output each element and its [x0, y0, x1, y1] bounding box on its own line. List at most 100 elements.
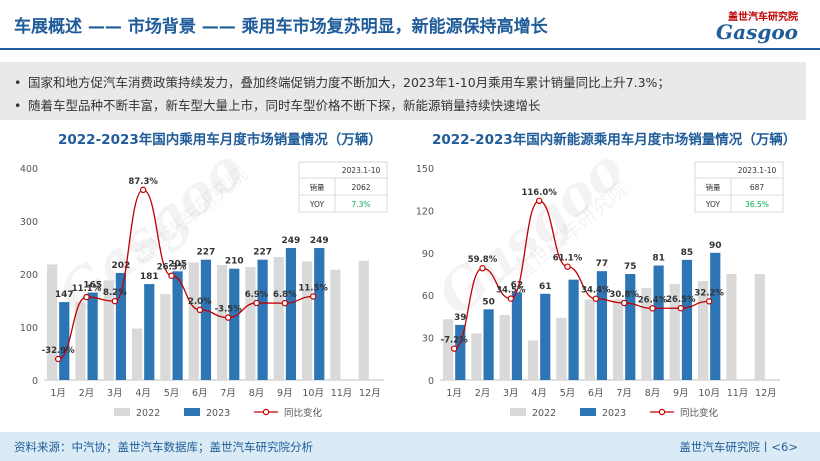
- x-tick-label: 5月: [164, 388, 180, 399]
- page-title: 车展概述 —— 市场背景 —— 乘用车市场复苏明显，新能源保持高增长: [14, 17, 548, 37]
- bar-2023: [483, 309, 494, 380]
- bar-2023: [540, 293, 551, 380]
- bar-2023-value-label: 147: [55, 290, 74, 300]
- x-tick-label: 2月: [79, 388, 95, 399]
- page-number: 盖世汽车研究院丨<6>: [679, 440, 798, 454]
- summary-table: [694, 161, 784, 213]
- yoy-value-label: 34.5%: [496, 286, 526, 296]
- logo-en-text: Gasgoo: [716, 20, 798, 44]
- yoy-value-label: 11.1%: [72, 284, 102, 294]
- bar-2023: [87, 292, 98, 380]
- bar-2023: [568, 279, 579, 380]
- y-tick-label: 400: [20, 164, 38, 175]
- y-tick-label: 150: [416, 164, 434, 175]
- legend-marker-yoy: [262, 408, 270, 416]
- yoy-point: [479, 265, 486, 272]
- bar-2022: [754, 274, 765, 380]
- summary-row-value: 2062: [351, 183, 370, 192]
- bar-2023: [229, 268, 240, 380]
- bar-2023-value-label: 227: [197, 248, 216, 258]
- bar-2022: [46, 264, 58, 380]
- yoy-point: [592, 295, 600, 302]
- legend-label-yoy: 同比变化: [284, 407, 323, 419]
- bar-2023: [314, 248, 325, 380]
- bar-2023-value-label: 227: [253, 248, 272, 258]
- x-tick-label: 11月: [727, 388, 749, 399]
- legend-swatch-2023: [184, 408, 200, 416]
- yoy-value-label: 26.3%: [157, 263, 187, 273]
- x-tick-label: 3月: [503, 388, 519, 399]
- bar-2022: [641, 288, 652, 380]
- bar-2022: [726, 274, 737, 380]
- legend-label-yoy: 同比变化: [680, 407, 719, 419]
- chart-nev-monthly-sales: 0 30 60 90 120 150 1月 39 2月 50 3月 62 4月 61 5月 6月 77 7月 75 8…: [416, 161, 784, 419]
- summary-row-value: 7.3%: [351, 200, 370, 209]
- yoy-value-label: 30.8%: [609, 290, 639, 300]
- brand-logo: 盖世汽车研究院 Gasgoo: [698, 6, 798, 46]
- yoy-point: [564, 263, 571, 270]
- bullet-item: • 国家和地方促汽车消费政策持续发力，叠加终端促销力度不断加大，2023年1-10…: [14, 75, 670, 90]
- bar-2023-value-label: 77: [596, 259, 609, 269]
- bar-2022: [556, 317, 567, 380]
- yoy-point: [705, 298, 713, 305]
- yoy-value-label: 34.4%: [581, 286, 611, 296]
- legend-label-2023: 2023: [602, 408, 626, 419]
- yoy-value-label: 26.5%: [666, 295, 696, 305]
- bar-2022: [75, 301, 86, 380]
- x-tick-label: 8月: [249, 388, 265, 399]
- bar-2023-value-label: 202: [112, 261, 131, 271]
- yoy-value-label: -32.9%: [42, 346, 75, 356]
- yoy-point: [168, 272, 175, 279]
- summary-row-value: 687: [750, 183, 765, 192]
- yoy-value-label: 6.9%: [245, 290, 269, 300]
- x-tick-label: 4月: [531, 388, 547, 399]
- bar-2023-value-label: 90: [709, 241, 722, 251]
- yoy-value-label: 32.2%: [694, 288, 724, 298]
- x-tick-label: 5月: [560, 388, 576, 399]
- bar-2022: [358, 260, 369, 380]
- yoy-value-label: 6.8%: [273, 290, 297, 300]
- x-tick-label: 10月: [698, 388, 720, 399]
- bar-2023-value-label: 39: [454, 313, 467, 323]
- bar-2022: [527, 340, 539, 380]
- bar-2022: [131, 328, 143, 380]
- yoy-point: [620, 299, 628, 307]
- y-tick-label: 30: [422, 334, 434, 345]
- x-tick-label: 1月: [446, 388, 462, 399]
- bullet-text: 国家和地方促汽车消费政策持续发力，叠加终端促销力度不断加大，2023年1-10月…: [28, 75, 670, 90]
- yoy-value-label: 116.0%: [521, 188, 557, 198]
- source-note: 资料来源：中汽协；盖世汽车数据库；盖世汽车研究院分析: [14, 440, 313, 454]
- yoy-point: [649, 305, 656, 312]
- bar-2023-value-label: 61: [539, 282, 552, 292]
- legend-swatch-2023: [580, 408, 596, 416]
- bar-2023-value-label: 62: [511, 280, 524, 290]
- yoy-value-label: 2.0%: [188, 297, 212, 307]
- legend-swatch-2022: [114, 408, 130, 416]
- yoy-value-label: 26.4%: [638, 295, 668, 305]
- yoy-point: [281, 299, 289, 307]
- bar-2023-value-label: 81: [652, 254, 665, 264]
- summary-row-label: YOY: [309, 200, 325, 209]
- bar-2022: [245, 267, 256, 380]
- bar-2022: [188, 262, 199, 380]
- y-tick-label: 0: [428, 376, 434, 387]
- y-tick-label: 300: [20, 217, 38, 228]
- y-tick-label: 90: [422, 249, 434, 260]
- bar-2023-value-label: 165: [83, 281, 102, 291]
- x-tick-label: 9月: [673, 388, 689, 399]
- x-tick-label: 10月: [302, 388, 324, 399]
- x-tick-label: 8月: [645, 388, 661, 399]
- bar-2023: [596, 271, 608, 380]
- yoy-point: [224, 314, 232, 321]
- x-tick-label: 6月: [192, 388, 208, 399]
- summary-bullets: • 国家和地方促汽车消费政策持续发力，叠加终端促销力度不断加大，2023年1-10…: [0, 62, 806, 120]
- x-tick-label: 4月: [135, 388, 151, 399]
- yoy-value-label: 59.8%: [468, 255, 498, 265]
- bar-2023: [285, 248, 297, 380]
- y-tick-label: 200: [20, 270, 38, 281]
- bar-2023: [681, 259, 693, 380]
- bar-2022: [160, 294, 171, 380]
- bar-2023-value-label: 210: [225, 257, 244, 267]
- bar-2023: [172, 271, 183, 380]
- yoy-point: [54, 355, 62, 363]
